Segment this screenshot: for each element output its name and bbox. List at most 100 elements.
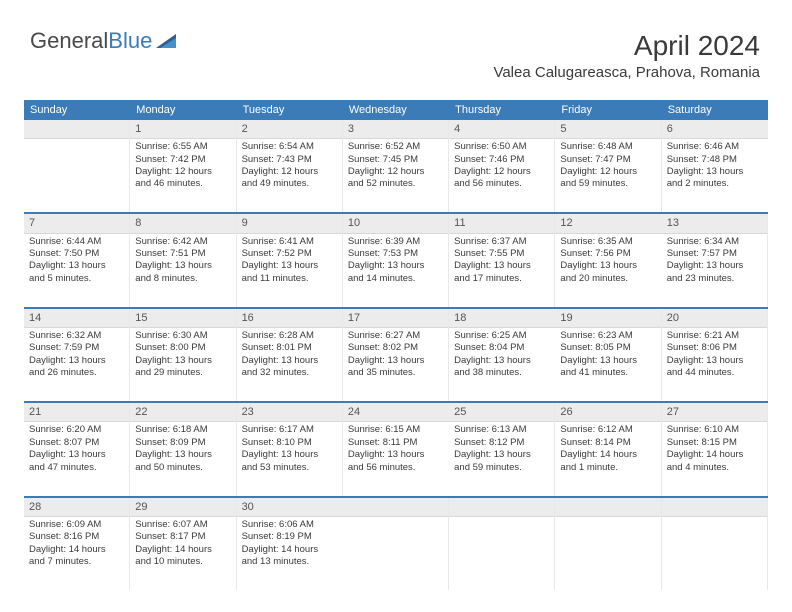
calendar-cell: 10Sunrise: 6:39 AMSunset: 7:53 PMDayligh…: [343, 214, 449, 306]
cell-dl1: Daylight: 13 hours: [348, 260, 443, 272]
cell-dl1: Daylight: 13 hours: [348, 355, 443, 367]
calendar-cell: [662, 498, 768, 590]
calendar-cell: 13Sunrise: 6:34 AMSunset: 7:57 PMDayligh…: [662, 214, 768, 306]
weekday-header: Saturday: [662, 100, 768, 120]
cell-dl2: and 14 minutes.: [348, 273, 443, 285]
cell-sunrise: Sunrise: 6:25 AM: [454, 330, 550, 342]
day-number: 16: [237, 309, 342, 328]
day-number: 29: [130, 498, 235, 517]
cell-dl1: Daylight: 13 hours: [454, 260, 549, 272]
day-number: 25: [449, 403, 554, 422]
day-number: 17: [343, 309, 448, 328]
cell-sunset: Sunset: 8:02 PM: [348, 342, 443, 354]
location-subtitle: Valea Calugareasca, Prahova, Romania: [493, 64, 760, 81]
cell-dl1: Daylight: 14 hours: [560, 449, 655, 461]
calendar-cell: [449, 498, 555, 590]
calendar-cell: [343, 498, 449, 590]
cell-sunset: Sunset: 7:42 PM: [135, 154, 230, 166]
calendar-cell: 8Sunrise: 6:42 AMSunset: 7:51 PMDaylight…: [130, 214, 236, 306]
cell-sunrise: Sunrise: 6:41 AM: [242, 236, 337, 248]
day-number: 22: [130, 403, 235, 422]
calendar-body: 1 Sunrise: 6:55 AMSunset: 7:42 PM Daylight…: [24, 120, 768, 590]
day-number: 1: [130, 120, 235, 139]
calendar-cell: 7Sunrise: 6:44 AMSunset: 7:50 PMDaylight…: [24, 214, 130, 306]
calendar-cell: 20Sunrise: 6:21 AMSunset: 8:06 PMDayligh…: [662, 309, 768, 401]
cell-dl2: and 35 minutes.: [348, 367, 443, 379]
cell-dl1: Daylight: 14 hours: [29, 544, 124, 556]
cell-dl2: and 1 minute.: [560, 462, 655, 474]
calendar-cell: 12Sunrise: 6:35 AMSunset: 7:56 PMDayligh…: [555, 214, 661, 306]
calendar-cell: 22Sunrise: 6:18 AMSunset: 8:09 PMDayligh…: [130, 403, 236, 495]
weekday-header: Thursday: [449, 100, 555, 120]
cell-dl2: and 8 minutes.: [135, 273, 230, 285]
cell-sunrise: Sunrise: 6:27 AM: [348, 330, 443, 342]
cell-sunrise: Sunrise: 6:50 AM: [454, 141, 549, 153]
day-number: 14: [24, 309, 129, 328]
page-title: April 2024: [634, 30, 760, 62]
cell-dl2: and 44 minutes.: [667, 367, 762, 379]
cell-sunset: Sunset: 7:48 PM: [667, 154, 763, 166]
day-number: 19: [555, 309, 660, 328]
day-number: 2: [237, 120, 342, 139]
cell-sunrise: Sunrise: 6:54 AM: [242, 141, 337, 153]
calendar-cell: 28Sunrise: 6:09 AMSunset: 8:16 PMDayligh…: [24, 498, 130, 590]
cell-sunset: Sunset: 7:50 PM: [29, 248, 124, 260]
cell-dl2: and 26 minutes.: [29, 367, 124, 379]
calendar-cell: 11Sunrise: 6:37 AMSunset: 7:55 PMDayligh…: [449, 214, 555, 306]
calendar-cell: 16Sunrise: 6:28 AMSunset: 8:01 PMDayligh…: [237, 309, 343, 401]
cell-dl2: and 56 minutes.: [454, 178, 549, 190]
day-number: 24: [343, 403, 449, 422]
cell-dl2: and 32 minutes.: [242, 367, 337, 379]
cell-dl1: Daylight: 12 hours: [242, 166, 337, 178]
cell-dl2: and 38 minutes.: [454, 367, 550, 379]
calendar-cell: 21Sunrise: 6:20 AMSunset: 8:07 PMDayligh…: [24, 403, 130, 495]
calendar-cell: 4Sunrise: 6:50 AMSunset: 7:46 PMDaylight…: [449, 120, 555, 212]
cell-dl1: Daylight: 13 hours: [29, 260, 124, 272]
day-number: 12: [555, 214, 661, 233]
cell-dl1: Daylight: 13 hours: [29, 355, 124, 367]
calendar-cell: 6Sunrise: 6:46 AMSunset: 7:48 PMDaylight…: [662, 120, 768, 212]
day-number: 26: [555, 403, 660, 422]
cell-dl2: and 53 minutes.: [242, 462, 337, 474]
cell-sunrise: Sunrise: 6:55 AM: [135, 141, 230, 153]
cell-sunset: Sunset: 7:46 PM: [454, 154, 549, 166]
cell-sunset: Sunset: 7:57 PM: [667, 248, 762, 260]
cell-dl2: and 59 minutes.: [560, 178, 655, 190]
cell-dl2: and 50 minutes.: [135, 462, 230, 474]
calendar-cell: 18Sunrise: 6:25 AMSunset: 8:04 PMDayligh…: [449, 309, 555, 401]
calendar: Sunday Monday Tuesday Wednesday Thursday…: [24, 100, 768, 592]
calendar-cell: 15Sunrise: 6:30 AMSunset: 8:00 PMDayligh…: [130, 309, 236, 401]
calendar-cell: 24Sunrise: 6:15 AMSunset: 8:11 PMDayligh…: [343, 403, 449, 495]
weekday-header: Friday: [555, 100, 661, 120]
calendar-cell: 29Sunrise: 6:07 AMSunset: 8:17 PMDayligh…: [130, 498, 236, 590]
cell-sunrise: Sunrise: 6:07 AM: [135, 519, 230, 531]
calendar-header-row: Sunday Monday Tuesday Wednesday Thursday…: [24, 100, 768, 120]
day-number: 4: [449, 120, 554, 139]
day-number: 18: [449, 309, 555, 328]
cell-dl1: Daylight: 14 hours: [135, 544, 230, 556]
day-number: 11: [449, 214, 554, 233]
day-number: [449, 498, 554, 517]
cell-sunrise: Sunrise: 6:48 AM: [560, 141, 655, 153]
cell-sunrise: Sunrise: 6:46 AM: [667, 141, 763, 153]
calendar-cell: [24, 120, 130, 212]
cell-dl1: Daylight: 13 hours: [242, 355, 337, 367]
calendar-cell: [555, 498, 661, 590]
calendar-cell: 5Sunrise: 6:48 AMSunset: 7:47 PMDaylight…: [555, 120, 661, 212]
cell-dl1: Daylight: 13 hours: [560, 355, 655, 367]
calendar-cell: 2Sunrise: 6:54 AMSunset: 7:43 PMDaylight…: [237, 120, 343, 212]
cell-sunset: Sunset: 8:11 PM: [348, 437, 444, 449]
cell-sunrise: Sunrise: 6:32 AM: [29, 330, 124, 342]
cell-dl2: and 17 minutes.: [454, 273, 549, 285]
logo: GeneralBlue: [30, 28, 180, 54]
weekday-header: Monday: [130, 100, 236, 120]
day-number: 28: [24, 498, 129, 517]
cell-sunset: Sunset: 7:56 PM: [560, 248, 656, 260]
cell-dl2: and 5 minutes.: [29, 273, 124, 285]
cell-sunset: Sunset: 7:53 PM: [348, 248, 443, 260]
cell-sunset: Sunset: 7:51 PM: [135, 248, 230, 260]
cell-sunset: Sunset: 8:00 PM: [135, 342, 230, 354]
calendar-cell: 27Sunrise: 6:10 AMSunset: 8:15 PMDayligh…: [662, 403, 768, 495]
day-number: 21: [24, 403, 129, 422]
cell-sunset: Sunset: 7:59 PM: [29, 342, 124, 354]
